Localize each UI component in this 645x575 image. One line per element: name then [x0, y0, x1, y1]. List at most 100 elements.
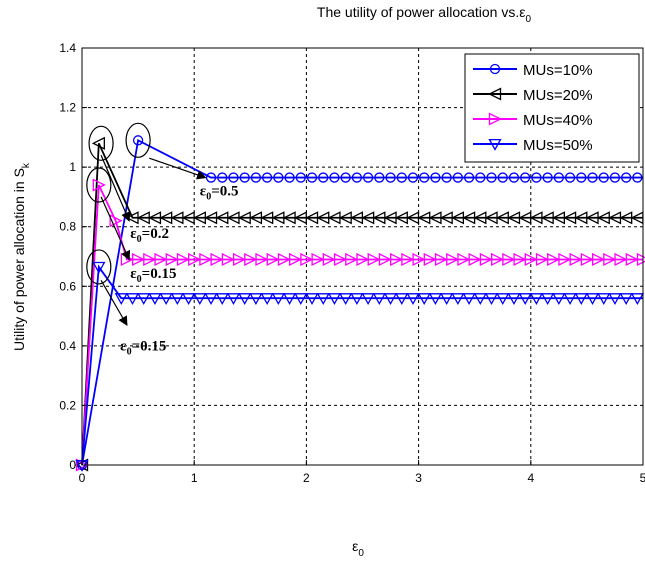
chart-title-main: The utility of power allocation vs. [317, 4, 519, 20]
data-point [181, 293, 196, 306]
data-point [508, 172, 520, 183]
series-4 [75, 261, 644, 472]
data-point [188, 252, 202, 267]
data-point [374, 172, 385, 183]
data-point [165, 252, 179, 267]
data-point [385, 172, 396, 183]
data-point [396, 172, 407, 183]
legend-label: MUs=50% [523, 137, 593, 154]
data-point [378, 252, 392, 267]
data-point [244, 252, 258, 267]
legend-item: MUs=40% [473, 112, 593, 129]
y-tick-label: 1.2 [59, 101, 76, 115]
series-1 [76, 135, 643, 471]
data-point [434, 252, 448, 267]
annotation-circle [125, 122, 151, 158]
data-point [305, 293, 319, 306]
data-point [367, 252, 381, 267]
data-point [603, 252, 617, 267]
data-point [541, 293, 555, 306]
data-point [217, 172, 228, 183]
data-point [316, 293, 330, 306]
data-point [339, 293, 353, 306]
data-point [260, 293, 274, 306]
annotation-circle [86, 249, 112, 285]
y-axis-label: Utility of power allocation in Sk [11, 162, 32, 351]
data-point [614, 252, 628, 267]
data-point [159, 293, 173, 306]
data-point [154, 252, 168, 267]
annotation-label: ε0=0.15 [120, 338, 166, 357]
data-point [412, 252, 426, 267]
series-3 [75, 178, 645, 472]
data-point [362, 172, 374, 183]
data-point [591, 252, 606, 267]
data-point [372, 293, 386, 306]
data-point [451, 293, 465, 306]
data-point [228, 172, 239, 183]
data-point [598, 172, 609, 183]
data-point [306, 172, 318, 183]
data-point [417, 293, 431, 306]
data-point [632, 172, 643, 183]
y-tick-label: 0.4 [59, 339, 76, 353]
data-point [529, 293, 544, 306]
data-point [176, 252, 190, 267]
annotation-arrow [100, 154, 131, 222]
data-point [597, 293, 611, 306]
data-point [345, 252, 359, 267]
data-point [383, 293, 398, 306]
data-point [277, 252, 291, 267]
data-point [92, 261, 106, 274]
data-point [92, 178, 106, 192]
data-point [457, 252, 471, 267]
data-point [351, 172, 363, 183]
data-point [143, 252, 157, 267]
y-tick-label: 1 [69, 160, 76, 174]
data-point [284, 172, 295, 183]
annotation-circle [86, 167, 112, 203]
data-point [356, 252, 370, 267]
annotation-arrow [100, 280, 128, 327]
data-point [502, 252, 516, 267]
annotation-label: ε0=0.2 [130, 226, 169, 245]
data-point [513, 252, 527, 267]
data-point [282, 293, 297, 306]
data-point [322, 252, 336, 267]
data-point [473, 293, 487, 306]
data-point [609, 172, 621, 183]
data-point [608, 293, 622, 306]
data-point [249, 293, 263, 306]
data-point [524, 252, 538, 267]
data-point [401, 252, 415, 267]
x-tick-label: 4 [527, 471, 534, 485]
series-2 [75, 136, 644, 472]
legend-label: MUs=10% [523, 62, 593, 79]
data-point [497, 172, 508, 183]
data-point [518, 293, 532, 306]
data-point [109, 214, 123, 228]
data-point [576, 172, 587, 183]
data-point [125, 293, 140, 306]
legend-item: MUs=20% [473, 87, 593, 104]
data-point [170, 293, 184, 306]
data-point [430, 172, 441, 183]
data-point [542, 172, 553, 183]
x-tick-label: 2 [303, 471, 310, 485]
x-axis-label: ε0 [352, 538, 364, 559]
data-point [484, 293, 499, 306]
data-point [232, 252, 247, 267]
plot-frame [81, 47, 644, 466]
data-point [329, 172, 340, 183]
data-point [621, 172, 632, 183]
data-point [333, 252, 348, 267]
data-point [552, 293, 566, 306]
data-point [226, 293, 241, 306]
data-point [569, 252, 583, 267]
data-point [261, 172, 273, 183]
data-point [300, 252, 314, 267]
series-line [81, 138, 643, 466]
series-line [81, 142, 643, 466]
annotation-label: ε0=0.15 [130, 266, 176, 285]
data-point [340, 172, 351, 183]
